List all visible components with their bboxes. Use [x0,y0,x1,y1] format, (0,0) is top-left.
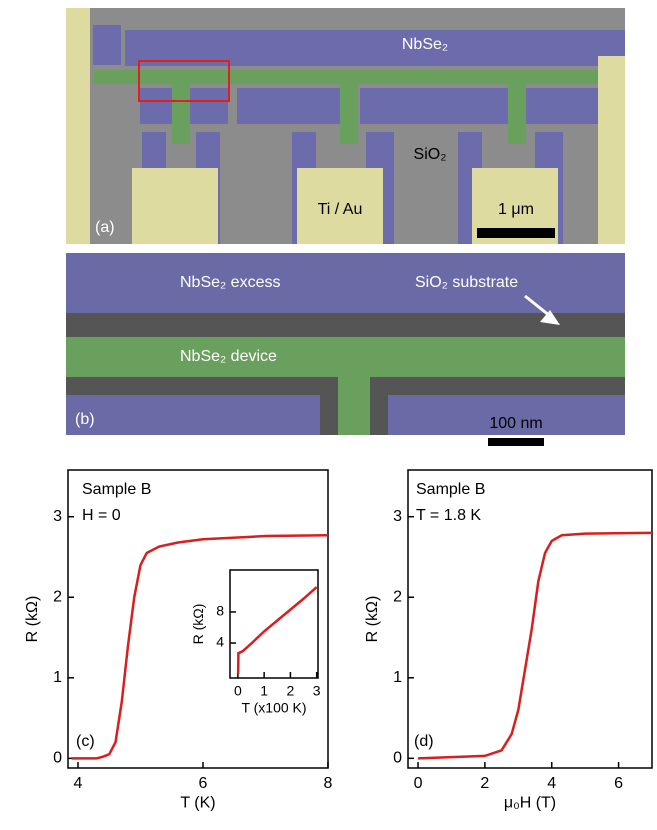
image-label: 1 μm [498,201,534,218]
x-tick-label: 3 [313,683,321,699]
y-axis-label: R (kΩ) [190,604,206,645]
page: NbSe₂ SiO₂ Ti / Au 1 μm (a) NbSe₂ excess… [0,0,657,830]
y-tick-label: 3 [393,508,402,525]
y-tick-label: 2 [393,588,402,605]
y-tick-label: 8 [216,603,224,619]
annotation: H = 0 [82,507,121,524]
y-tick-label: 0 [53,750,62,767]
image-label: NbSe₂ [402,36,448,53]
x-axis-label: μ₀H (T) [504,794,556,811]
x-tick-label: 1 [260,683,268,699]
image-label: NbSe₂ device [180,348,277,365]
x-tick-label: 0 [234,683,242,699]
x-tick-label: 0 [414,775,423,792]
x-tick-label: 4 [547,775,556,792]
x-axis-label: T (x100 K) [241,700,306,716]
panel-label: (b) [75,411,95,428]
x-tick-label: 4 [74,775,83,792]
image-label: SiO₂ [414,146,447,163]
y-tick-label: 4 [216,634,224,650]
y-tick-label: 1 [393,669,402,686]
x-tick-label: 6 [614,775,623,792]
x-tick-label: 8 [324,775,333,792]
image-label: Ti / Au [318,201,363,218]
annotation: Sample B [416,481,485,498]
y-tick-label: 1 [53,669,62,686]
x-tick-label: 2 [480,775,489,792]
figure: NbSe₂ SiO₂ Ti / Au 1 μm (a) NbSe₂ excess… [0,0,657,825]
image-label: SiO₂ substrate [415,274,518,291]
annotation: Sample B [82,481,151,498]
x-tick-label: 6 [199,775,208,792]
y-axis-label: R (kΩ) [24,596,41,643]
annotation: (d) [414,733,434,750]
panel-label: (a) [95,219,115,236]
image-label: NbSe₂ excess [180,274,280,291]
y-tick-label: 2 [53,588,62,605]
annotation: (c) [76,733,95,750]
annotation: T = 1.8 K [416,507,481,524]
y-axis-label: R (kΩ) [364,596,381,643]
x-axis-label: T (K) [180,794,215,811]
image-label: 100 nm [489,415,542,432]
y-tick-label: 0 [393,750,402,767]
x-tick-label: 2 [287,683,295,699]
y-tick-label: 3 [53,508,62,525]
